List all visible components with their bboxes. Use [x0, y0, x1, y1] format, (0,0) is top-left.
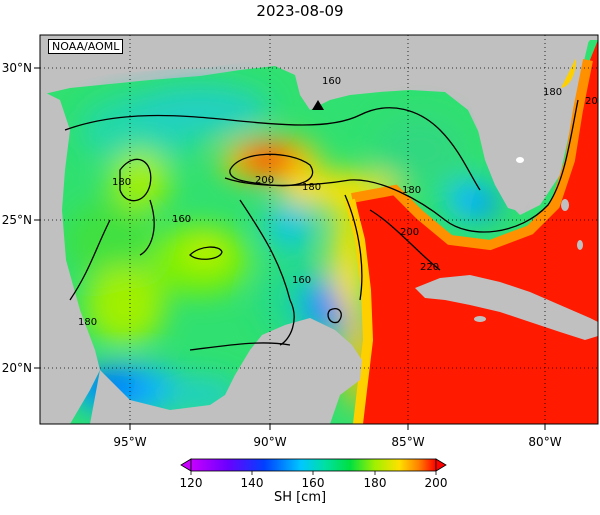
- colorbar: 120 140 160 180 200: [180, 458, 448, 490]
- warm-water-edge: [351, 59, 593, 251]
- lon-tick-label: 80°W: [528, 435, 561, 449]
- credit-label: NOAA/AOML: [48, 39, 124, 54]
- contour-label: 160: [322, 76, 341, 87]
- map-frame: [39, 34, 599, 425]
- contour-label: 180: [543, 87, 562, 98]
- land-us-coast: [40, 35, 598, 160]
- colorbar-tick: 200: [425, 476, 448, 490]
- colorbar-label: SH [cm]: [273, 490, 327, 505]
- lat-lon-grid: [40, 35, 598, 424]
- contour-label: 160: [172, 214, 191, 225]
- contour-label: 180: [112, 177, 131, 188]
- island-lake: [516, 157, 524, 163]
- colorbar-tick: 160: [302, 476, 325, 490]
- island-bahamas-2: [577, 240, 583, 250]
- land-cuba: [415, 275, 598, 340]
- contour-label: 200: [585, 96, 600, 107]
- island-isle-of-youth: [474, 316, 486, 322]
- contour-label: 200: [400, 227, 419, 238]
- lat-tick-label: 20°N: [2, 361, 32, 375]
- colorbar-tick: 120: [180, 476, 203, 490]
- axis-ticks: [34, 67, 546, 430]
- contour-label: 220: [420, 262, 439, 273]
- contour-label: 200: [255, 175, 274, 186]
- warm-water-region: [355, 40, 598, 424]
- lat-tick-label: 30°N: [2, 61, 32, 75]
- contour-label: 160: [292, 275, 311, 286]
- contour-label: 180: [78, 317, 97, 328]
- land-florida: [468, 95, 530, 212]
- lon-tick-label: 90°W: [253, 435, 286, 449]
- warm-water-edge-west: [345, 198, 374, 424]
- island-bahamas: [561, 199, 569, 211]
- colorbar-tick: 180: [364, 476, 387, 490]
- contour-label: 180: [402, 185, 421, 196]
- map-title: 2023-08-09: [256, 2, 344, 20]
- lon-tick-label: 95°W: [113, 435, 146, 449]
- contour-label: 180: [302, 182, 321, 193]
- land-yucatan: [90, 318, 362, 424]
- marker-triangle-icon: [312, 100, 324, 110]
- lat-tick-label: 25°N: [2, 213, 32, 227]
- land-mexico-west: [40, 90, 100, 424]
- lon-tick-label: 85°W: [391, 435, 424, 449]
- colorbar-tick: 140: [241, 476, 264, 490]
